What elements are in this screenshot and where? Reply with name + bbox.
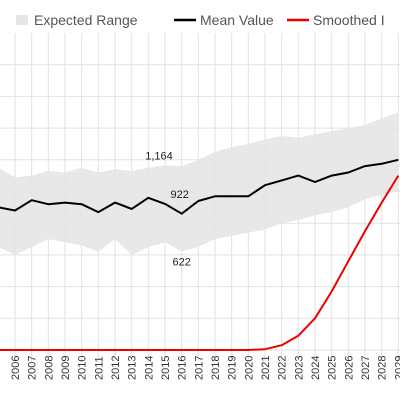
x-tick-label: 2026 [343,356,355,380]
x-tick-label: 2015 [160,356,172,380]
x-tick-label: 2007 [27,356,39,380]
legend-band-swatch [16,15,28,25]
x-tick-label: 2020 [243,356,255,380]
x-tick-label: 2009 [60,356,72,380]
x-axis-ticks: 2006 2007 2008 2009 2010 2011 2012 2013 2014 2015… [10,356,400,380]
x-tick-label: 2022 [277,356,289,380]
x-tick-label: 2008 [43,356,55,380]
plot-area [0,112,398,350]
x-tick-label: 2017 [193,356,205,380]
x-tick-label: 2029 [393,356,400,380]
data-label: 1,164 [145,151,173,163]
x-tick-label: 2016 [177,356,189,380]
legend-label-range: Expected Range [34,12,138,28]
data-label: 922 [170,189,188,201]
expected-range-band [0,112,398,255]
x-tick-label: 2025 [327,356,339,380]
x-tick-label: 2024 [310,356,322,380]
x-tick-label: 2011 [93,356,105,380]
x-tick-label: 2019 [227,356,239,380]
x-tick-label: 2028 [377,356,389,380]
legend-label-mean: Mean Value [200,12,274,28]
x-tick-label: 2014 [143,356,155,380]
data-label: 622 [172,256,190,268]
x-tick-label: 2010 [77,356,89,380]
legend-label-smoothed: Smoothed I [313,12,385,28]
x-tick-label: 2027 [360,356,372,380]
x-tick-label: 2018 [210,356,222,380]
x-tick-label: 2021 [260,356,272,380]
legend: Expected Range Mean Value Smoothed I [16,12,385,28]
x-tick-label: 2012 [110,356,122,380]
x-tick-label: 2006 [10,356,22,380]
x-tick-label: 2013 [127,356,139,380]
x-tick-label: 2023 [293,356,305,380]
